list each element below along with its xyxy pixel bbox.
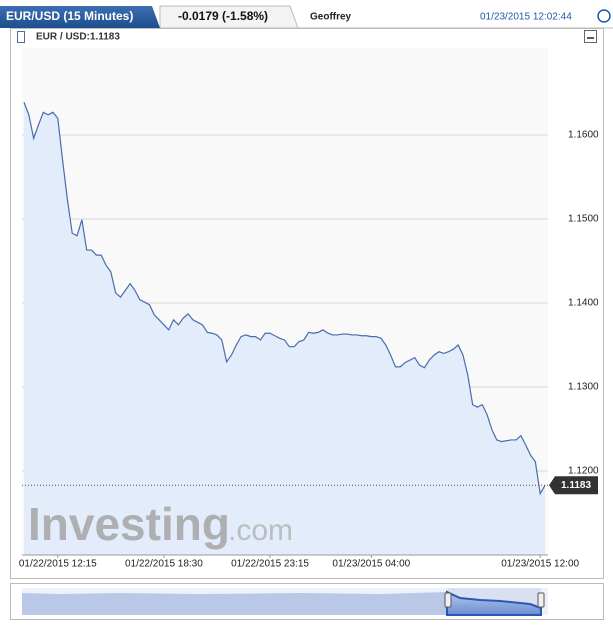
x-tick-label: 01/23/2015 12:00	[501, 559, 579, 570]
navigator-handle-right[interactable]	[537, 592, 545, 608]
plot: 1.1200 1.1300 1.1400 1.1500 1.1600 01/22/2015…	[19, 102, 599, 570]
watermark-suffix: .com	[228, 514, 293, 547]
navigator-selection	[446, 590, 542, 616]
instrument-title: EUR/USD (15 Minutes)	[6, 9, 133, 23]
line	[23, 102, 546, 496]
instrument-tab[interactable]	[0, 6, 160, 28]
x-tick-label: 01/22/2015 12:15	[19, 559, 97, 570]
area	[24, 102, 545, 556]
x-tick-label: 01/22/2015 18:30	[125, 559, 203, 570]
clock-icon[interactable]	[597, 9, 611, 23]
y-tick-label: 1.1600	[568, 130, 599, 141]
y-tick-label: 1.1300	[568, 382, 599, 393]
y-tick-label: 1.1500	[568, 214, 599, 225]
user: Geoffrey	[310, 12, 352, 23]
watermark-brand: Investing	[28, 498, 230, 550]
minimize-button[interactable]	[584, 30, 597, 43]
x-tick-label: 01/22/2015 23:15	[231, 559, 309, 570]
navigator-window[interactable]	[447, 588, 541, 615]
y-tick-label: 1.1200	[568, 466, 599, 477]
last-price-box	[549, 476, 598, 495]
timestamp: 01/23/2015 12:02:44	[480, 12, 572, 23]
legend: EUR / USD:1.1183	[36, 32, 120, 43]
navigator-history	[22, 592, 447, 615]
last-price-label: 1.1183	[561, 480, 591, 491]
x-tick-label: 01/23/2015 04:00	[332, 559, 410, 570]
navigator-handle-left[interactable]	[444, 592, 452, 608]
y-tick-label: 1.1400	[568, 298, 599, 309]
change: -0.0179 (-1.58%)	[178, 9, 268, 23]
legend-icon	[17, 31, 25, 43]
